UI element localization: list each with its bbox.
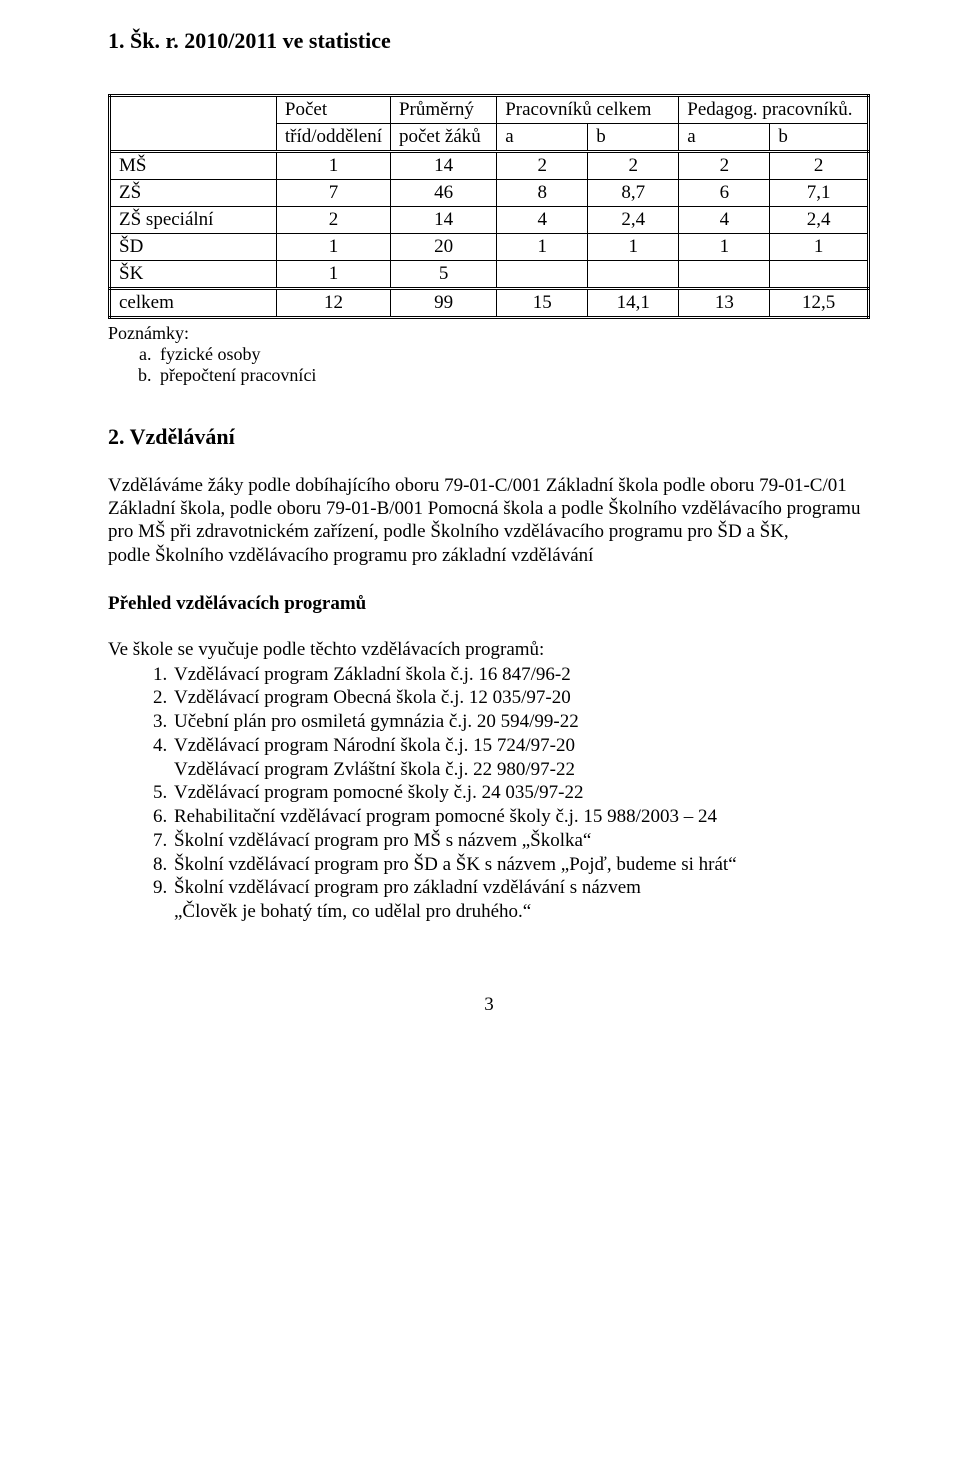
cell: 14: [390, 152, 496, 180]
cell: [770, 261, 869, 289]
cell: 1: [276, 234, 390, 261]
programs-overview-heading: Přehled vzdělávacích programů: [108, 593, 870, 615]
cell: 7,1: [770, 180, 869, 207]
cell: 1: [679, 234, 770, 261]
section-2-title: 2. Vzdělávání: [108, 424, 870, 450]
table-header: Pracovníků celkem: [497, 96, 679, 124]
total-label: celkem: [110, 289, 277, 318]
table-notes: Poznámky: fyzické osoby přepočtení praco…: [108, 323, 870, 386]
cell: 46: [390, 180, 496, 207]
cell: 1: [588, 234, 679, 261]
cell: 2: [770, 152, 869, 180]
table-total-row: celkem 12 99 15 14,1 13 12,5: [110, 289, 869, 318]
cell: 99: [390, 289, 496, 318]
note-item: fyzické osoby: [156, 344, 870, 365]
cell: 1: [497, 234, 588, 261]
cell: 2: [679, 152, 770, 180]
cell: 2,4: [770, 207, 869, 234]
row-label: MŠ: [110, 152, 277, 180]
program-item: Rehabilitační vzdělávací program pomocné…: [172, 805, 870, 829]
cell: 20: [390, 234, 496, 261]
program-item: Školní vzdělávací program pro základní v…: [172, 876, 870, 924]
table-row: ŠD 1 20 1 1 1 1: [110, 234, 869, 261]
table-header: a: [497, 124, 588, 152]
program-item: Školní vzdělávací program pro MŠ s názve…: [172, 829, 870, 853]
cell: 2: [588, 152, 679, 180]
page-number: 3: [108, 994, 870, 1016]
cell: 4: [679, 207, 770, 234]
section-1-title: 1. Šk. r. 2010/2011 ve statistice: [108, 28, 870, 54]
cell: 14: [390, 207, 496, 234]
cell: 14,1: [588, 289, 679, 318]
cell: 1: [276, 261, 390, 289]
cell: 7: [276, 180, 390, 207]
cell: 6: [679, 180, 770, 207]
cell: [679, 261, 770, 289]
program-item: Vzdělávací program pomocné školy č.j. 24…: [172, 781, 870, 805]
cell: 15: [497, 289, 588, 318]
cell: 1: [770, 234, 869, 261]
program-item: Vzdělávací program Základní škola č.j. 1…: [172, 663, 870, 687]
notes-title: Poznámky:: [108, 323, 870, 344]
cell: 12: [276, 289, 390, 318]
table-row: ZŠ speciální 2 14 4 2,4 4 2,4: [110, 207, 869, 234]
table-header: počet žáků: [390, 124, 496, 152]
document-page: 1. Šk. r. 2010/2011 ve statistice Počet …: [0, 0, 960, 1056]
program-item: Vzdělávací program Národní škola č.j. 15…: [172, 734, 870, 782]
table-header: b: [770, 124, 869, 152]
row-label: ZŠ: [110, 180, 277, 207]
cell: 2: [497, 152, 588, 180]
cell: 2: [276, 207, 390, 234]
program-item: Vzdělávací program Obecná škola č.j. 12 …: [172, 686, 870, 710]
table-header: Průměrný: [390, 96, 496, 124]
row-label: ŠK: [110, 261, 277, 289]
row-label: ZŠ speciální: [110, 207, 277, 234]
table-header: b: [588, 124, 679, 152]
cell: 8,7: [588, 180, 679, 207]
cell: 13: [679, 289, 770, 318]
education-paragraph: Vzděláváme žáky podle dobíhajícího oboru…: [108, 474, 870, 567]
cell: 4: [497, 207, 588, 234]
cell: [497, 261, 588, 289]
table-header: tříd/oddělení: [276, 124, 390, 152]
table-header: a: [679, 124, 770, 152]
cell: 5: [390, 261, 496, 289]
table-header-blank: [110, 96, 277, 152]
table-header: Pedagog. pracovníků.: [679, 96, 869, 124]
cell: 1: [276, 152, 390, 180]
note-item: přepočtení pracovníci: [156, 365, 870, 386]
table-row: MŠ 1 14 2 2 2 2: [110, 152, 869, 180]
program-item: Školní vzdělávací program pro ŠD a ŠK s …: [172, 853, 870, 877]
table-row: ZŠ 7 46 8 8,7 6 7,1: [110, 180, 869, 207]
program-item: Učební plán pro osmiletá gymnázia č.j. 2…: [172, 710, 870, 734]
programs-lead: Ve škole se vyučuje podle těchto vzděláv…: [108, 639, 870, 661]
cell: [588, 261, 679, 289]
row-label: ŠD: [110, 234, 277, 261]
table-header: Počet: [276, 96, 390, 124]
table-row: ŠK 1 5: [110, 261, 869, 289]
cell: 12,5: [770, 289, 869, 318]
cell: 8: [497, 180, 588, 207]
cell: 2,4: [588, 207, 679, 234]
statistics-table: Počet Průměrný Pracovníků celkem Pedagog…: [108, 94, 870, 319]
programs-list: Vzdělávací program Základní škola č.j. 1…: [108, 663, 870, 924]
